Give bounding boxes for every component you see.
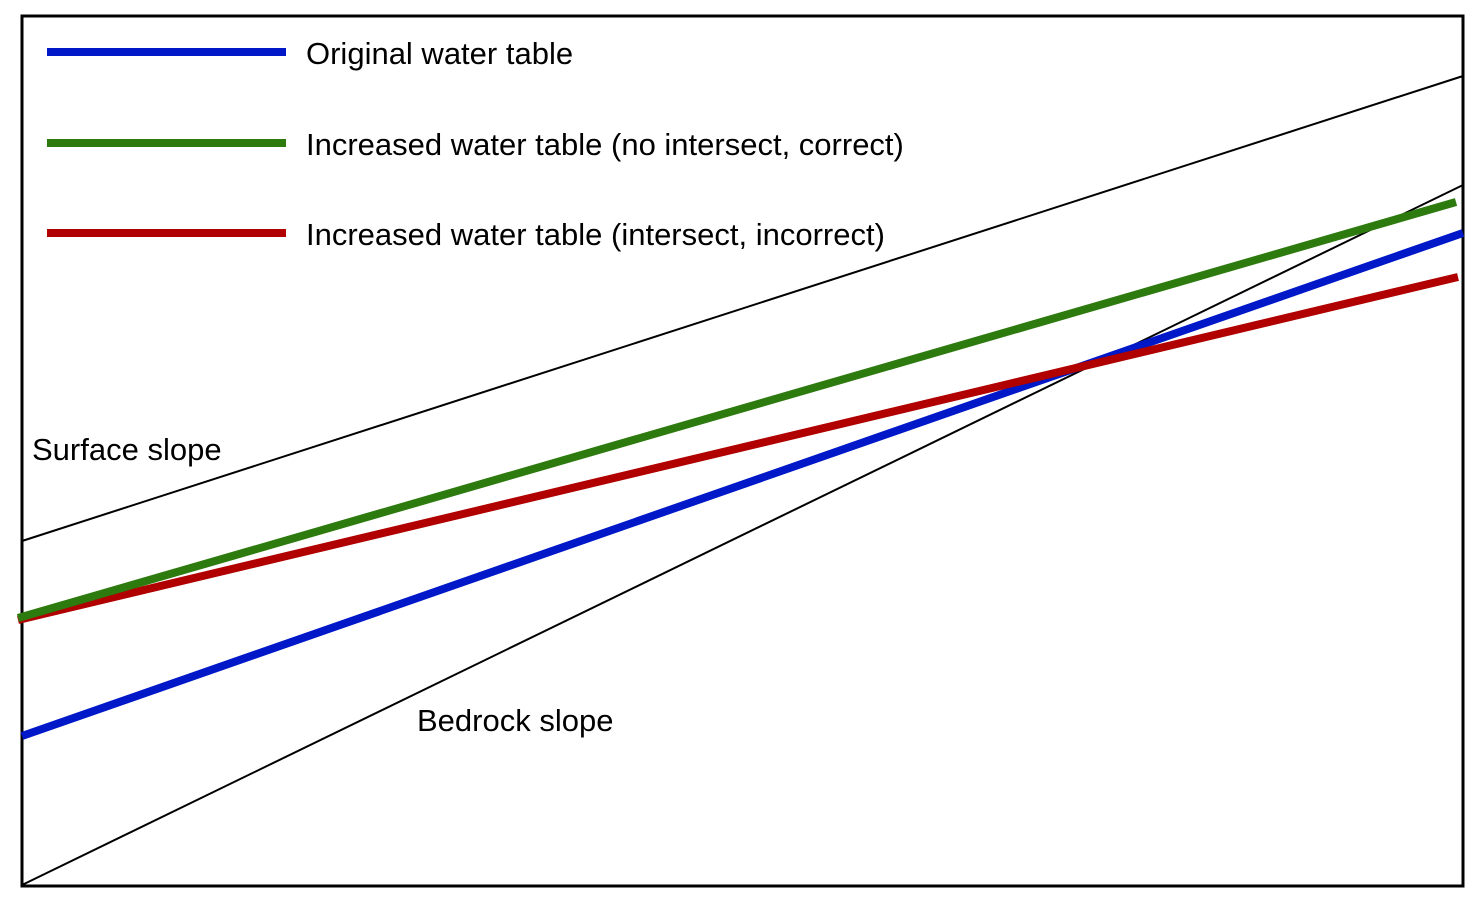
bedrock-slope-label: Bedrock slope: [417, 703, 613, 738]
original-water-table-line: [20, 229, 1465, 740]
correct-water-table-line: [16, 198, 1458, 622]
surface-slope-label: Surface slope: [32, 432, 222, 467]
surface-slope-line: [21, 75, 1464, 542]
legend-item-original: Original water table: [47, 36, 573, 71]
legend: Original water table Increased water tab…: [47, 36, 904, 252]
legend-label-original: Original water table: [306, 36, 573, 71]
bedrock-slope-line: [21, 184, 1464, 886]
legend-item-incorrect: Increased water table (intersect, incorr…: [47, 217, 885, 252]
legend-item-correct: Increased water table (no intersect, cor…: [47, 127, 904, 162]
incorrect-water-table-line: [17, 273, 1459, 624]
legend-label-incorrect: Increased water table (intersect, incorr…: [306, 217, 885, 252]
legend-label-correct: Increased water table (no intersect, cor…: [306, 127, 904, 162]
